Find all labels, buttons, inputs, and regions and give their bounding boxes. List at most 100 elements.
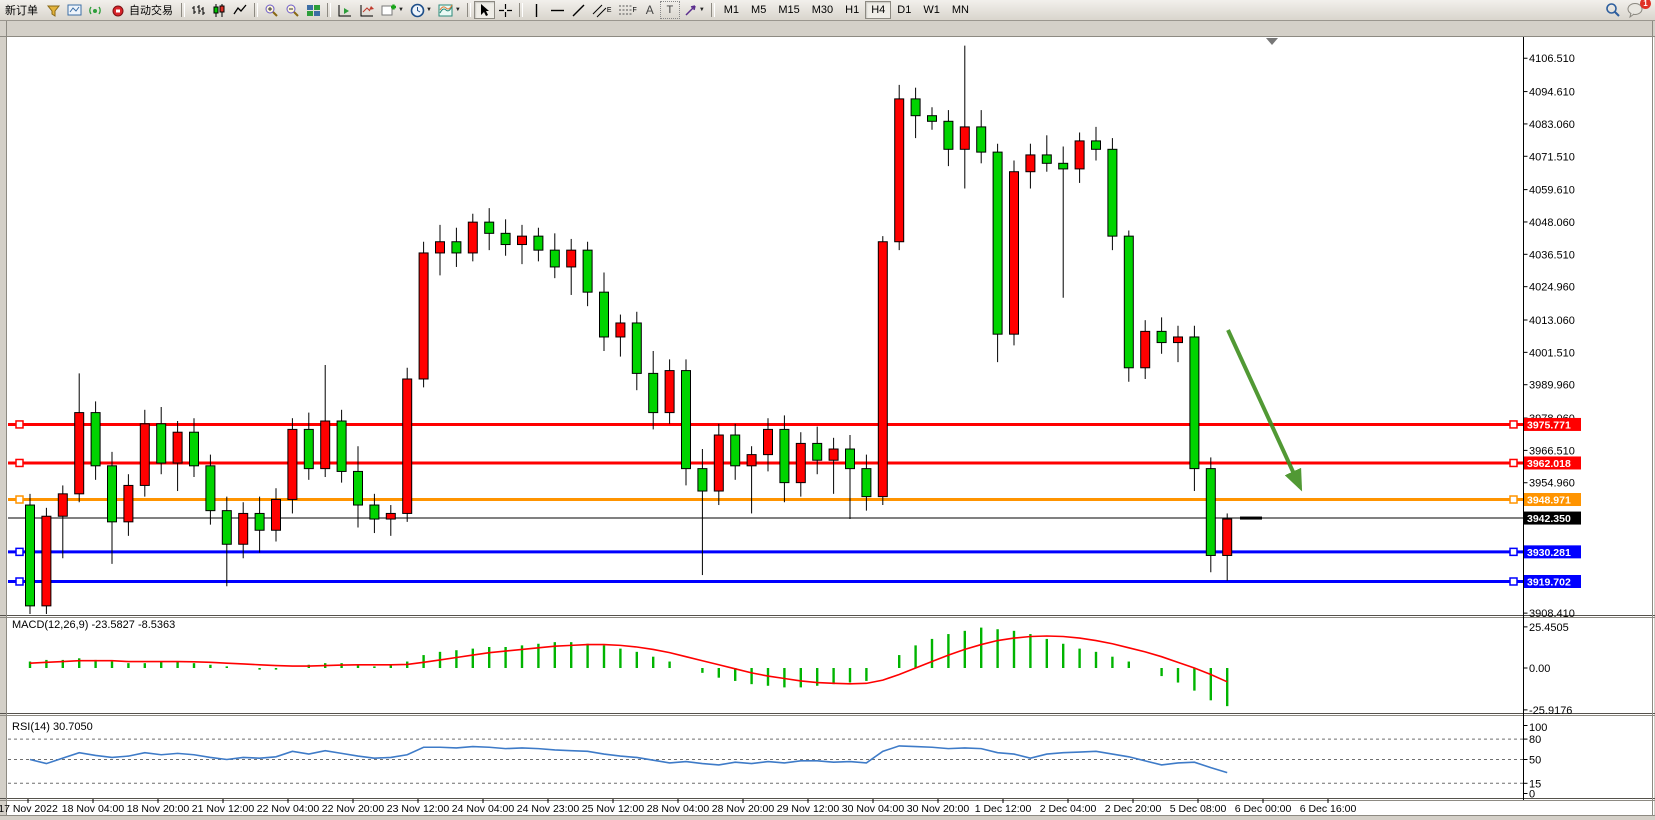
- zoom-in-icon[interactable]: [261, 1, 282, 19]
- svg-text:22 Nov 04:00: 22 Nov 04:00: [257, 803, 320, 815]
- candle-body: [533, 235, 544, 251]
- chart-window-icon[interactable]: [64, 1, 85, 19]
- timeframe-m15[interactable]: M15: [778, 4, 800, 16]
- candle-body: [369, 504, 380, 520]
- candle-body: [517, 235, 527, 246]
- new-order-button[interactable]: 新订单: [5, 5, 38, 17]
- timeframe-m30[interactable]: M30: [811, 4, 834, 16]
- svg-text:4013.060: 4013.060: [1529, 315, 1575, 327]
- text-tool[interactable]: A: [645, 3, 654, 17]
- svg-text:-25.9176: -25.9176: [1529, 705, 1572, 717]
- svg-text:4048.060: 4048.060: [1529, 217, 1575, 229]
- shapes-tool[interactable]: ▼: [680, 1, 708, 19]
- hline-anchor[interactable]: [1509, 420, 1518, 429]
- candle-body: [123, 484, 134, 523]
- horizontal-line-tool[interactable]: [547, 1, 568, 19]
- timeframe-h4[interactable]: H4: [865, 1, 892, 19]
- timeframe-w1[interactable]: W1: [923, 4, 940, 16]
- svg-text:0.00: 0.00: [1529, 663, 1550, 675]
- hline-anchor[interactable]: [1509, 547, 1518, 557]
- candle-body: [221, 510, 232, 545]
- vertical-line-tool[interactable]: [526, 1, 547, 19]
- bar-chart-icon[interactable]: [188, 1, 209, 19]
- equidistant-channel-tool[interactable]: E: [589, 1, 615, 19]
- pane-borders: [0, 21, 1655, 816]
- timeframe-m1[interactable]: M1: [723, 4, 740, 16]
- svg-text:3989.960: 3989.960: [1529, 380, 1575, 392]
- chevron-down-icon: ▼: [698, 7, 705, 13]
- candle-body: [631, 322, 642, 374]
- timeframe-mn[interactable]: MN: [951, 4, 969, 16]
- text-label-tool[interactable]: T: [659, 1, 680, 19]
- gold-funnel-icon: [46, 5, 61, 17]
- svg-text:4024.960: 4024.960: [1529, 282, 1575, 294]
- market-watch-icon[interactable]: [43, 1, 64, 19]
- cursor-tool[interactable]: [473, 1, 495, 19]
- add-indicator-button[interactable]: ▼: [378, 1, 407, 19]
- svg-text:3966.510: 3966.510: [1529, 445, 1575, 457]
- svg-text:6 Dec 00:00: 6 Dec 00:00: [1235, 803, 1292, 815]
- trendline-tool[interactable]: [568, 1, 589, 19]
- candle-body: [877, 241, 888, 498]
- candle-body: [582, 249, 593, 293]
- templates-button[interactable]: ▼: [435, 1, 464, 19]
- candle-body: [927, 115, 937, 122]
- fibonacci-tool[interactable]: F: [615, 1, 640, 19]
- signals-icon[interactable]: [85, 1, 106, 19]
- candle-body: [1041, 154, 1052, 164]
- candle-body: [1091, 140, 1101, 150]
- timeframe-h1[interactable]: H1: [845, 4, 860, 16]
- candle-body: [1107, 148, 1118, 237]
- candle-body: [451, 241, 462, 254]
- notifications-button[interactable]: 1: [1624, 0, 1651, 19]
- search-icon[interactable]: [1602, 1, 1624, 19]
- macd-pane: MACD(12,26,9) -23.5827 -8.5363: [12, 619, 1229, 707]
- hline-anchor[interactable]: [1509, 577, 1518, 586]
- candle-body: [943, 120, 954, 150]
- autotrading-button[interactable]: 自动交易: [106, 1, 178, 19]
- auto-scroll-icon[interactable]: [334, 1, 356, 19]
- svg-text:24 Nov 04:00: 24 Nov 04:00: [452, 803, 515, 815]
- svg-text:17 Nov 2022: 17 Nov 2022: [0, 803, 58, 815]
- candle-body: [435, 241, 445, 254]
- hline-anchor[interactable]: [15, 577, 24, 586]
- periods-clock-button[interactable]: ▼: [407, 1, 435, 19]
- candlestick-chart-icon[interactable]: [209, 1, 230, 19]
- line-chart-icon[interactable]: [230, 1, 251, 19]
- svg-text:80: 80: [1529, 734, 1541, 746]
- candle-body: [484, 221, 495, 234]
- svg-text:15: 15: [1529, 778, 1541, 790]
- rsi-line: [29, 745, 1228, 774]
- hline-anchor[interactable]: [15, 458, 24, 468]
- chart-background: [0, 21, 1655, 820]
- hline-anchor[interactable]: [1509, 458, 1518, 468]
- chevron-down-icon: ▼: [425, 7, 432, 13]
- svg-text:18 Nov 04:00: 18 Nov 04:00: [62, 803, 125, 815]
- candle-body: [763, 428, 773, 456]
- hline-anchor[interactable]: [15, 547, 24, 557]
- arrow-annotation[interactable]: [1226, 329, 1303, 492]
- candle-body: [156, 423, 167, 464]
- candle-body: [41, 515, 52, 607]
- hline-anchor[interactable]: [1509, 495, 1518, 504]
- chat-bubble-icon: [1627, 3, 1643, 18]
- chevron-down-icon: ▼: [454, 7, 461, 13]
- hline-anchor[interactable]: [15, 495, 24, 504]
- svg-text:29 Nov 12:00: 29 Nov 12:00: [777, 803, 840, 815]
- candle-body: [402, 378, 413, 514]
- timeframe-m5[interactable]: M5: [751, 4, 767, 16]
- zoom-out-icon[interactable]: [282, 1, 303, 19]
- hline-anchor[interactable]: [15, 420, 24, 429]
- shift-marker-icon[interactable]: [1266, 38, 1278, 45]
- crosshair-tool[interactable]: [495, 1, 516, 19]
- tile-windows-icon[interactable]: [303, 1, 324, 19]
- svg-text:4106.510: 4106.510: [1529, 53, 1575, 65]
- chart-shift-icon[interactable]: [356, 1, 378, 19]
- svg-text:3948.971: 3948.971: [1527, 495, 1571, 507]
- timeframe-d1[interactable]: D1: [897, 4, 912, 16]
- macd-label: MACD(12,26,9) -23.5827 -8.5363: [12, 619, 175, 631]
- autotrading-icon: [112, 5, 124, 16]
- candle-body: [648, 372, 659, 414]
